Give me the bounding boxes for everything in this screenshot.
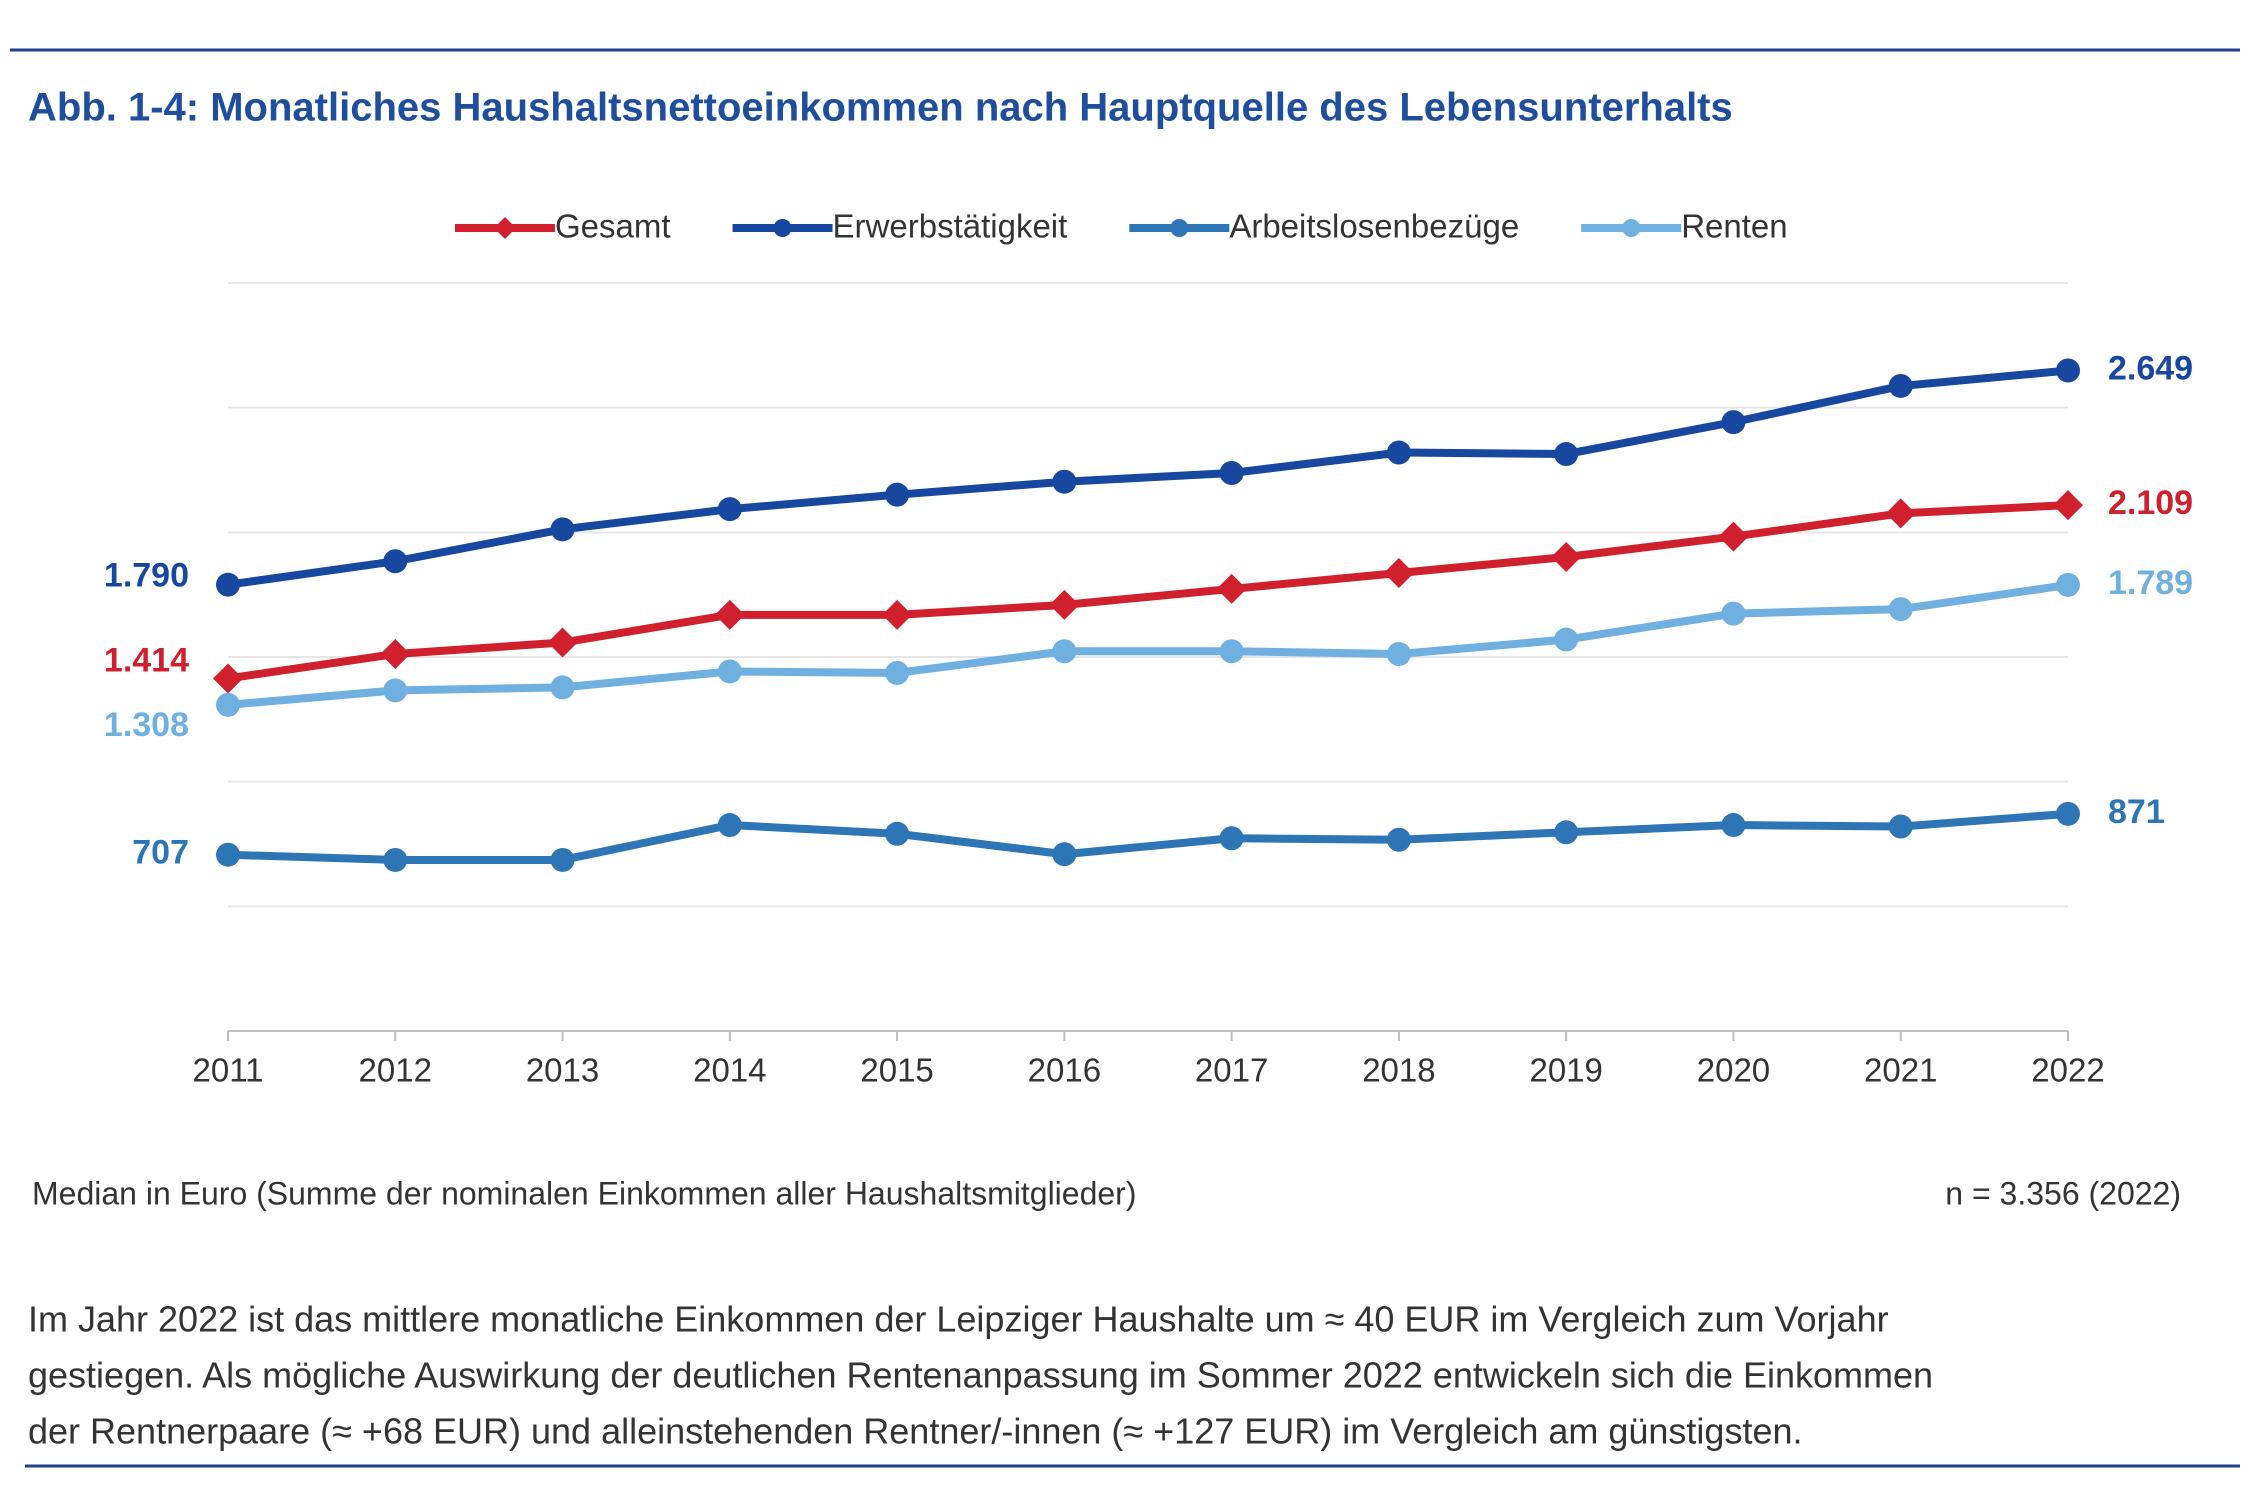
data-point (1049, 589, 1080, 620)
legend-item: Renten (1581, 208, 1788, 245)
data-label: 1.414 (104, 641, 189, 679)
x-tick-label: 2016 (1028, 1052, 1101, 1089)
data-point (1219, 460, 1244, 485)
legend-item: Gesamt (455, 208, 671, 245)
data-point (2056, 572, 2080, 597)
data-point (1888, 597, 1913, 622)
data-point (216, 692, 240, 717)
data-point (383, 549, 408, 574)
x-tick-label: 2020 (1697, 1052, 1770, 1089)
data-point (1554, 820, 1579, 845)
x-tick-label: 2014 (693, 1052, 766, 1089)
description-line: der Rentnerpaare (≈ +68 EUR) und alleins… (28, 1411, 1803, 1452)
data-point (1052, 469, 1077, 494)
x-tick-label: 2018 (1362, 1052, 1435, 1089)
data-point (1383, 557, 1414, 588)
x-tick-label: 2019 (1529, 1052, 1602, 1089)
data-point (717, 659, 742, 684)
x-tick-label: 2013 (526, 1052, 599, 1089)
data-point (550, 847, 575, 872)
data-label: 707 (132, 834, 189, 872)
data-label: 1.790 (104, 557, 189, 595)
legend-label: Gesamt (555, 208, 671, 245)
data-label: 1.789 (2108, 564, 2193, 602)
data-point (2056, 358, 2080, 383)
data-point (882, 599, 913, 630)
data-point (213, 663, 243, 694)
data-point (550, 675, 575, 700)
data-point (1386, 642, 1411, 667)
data-point (383, 678, 408, 703)
data-point (1386, 440, 1411, 465)
data-point (717, 813, 742, 838)
data-point (885, 660, 910, 685)
data-point (1888, 373, 1913, 398)
x-tick-label: 2017 (1195, 1052, 1268, 1089)
data-point (1554, 627, 1579, 652)
x-tick-label: 2012 (359, 1052, 432, 1089)
data-point (1219, 639, 1244, 664)
description-line: Im Jahr 2022 ist das mittlere monatliche… (28, 1299, 1889, 1340)
legend-marker (773, 219, 792, 237)
data-label: 871 (2108, 793, 2165, 831)
data-point (383, 847, 408, 872)
series-line (227, 809, 2069, 864)
data-point (1216, 573, 1247, 604)
data-label: 2.109 (2108, 484, 2193, 522)
data-point (216, 572, 240, 597)
data-point (1551, 542, 1582, 573)
legend-label: Renten (1681, 208, 1787, 245)
legend-item: Erwerbstätigkeit (732, 208, 1068, 245)
data-point (2053, 490, 2083, 521)
data-point (1885, 498, 1916, 529)
legend-marker (494, 217, 516, 239)
chart-title: Abb. 1-4: Monatliches Haushaltsnettoeink… (28, 86, 1733, 130)
data-point (714, 599, 745, 630)
data-point (1554, 442, 1579, 467)
data-point (1721, 410, 1746, 435)
data-point (885, 821, 910, 846)
legend-marker (1170, 219, 1189, 237)
data-point (1721, 601, 1746, 626)
data-point (547, 627, 578, 658)
legend-label: Arbeitslosenbezüge (1229, 208, 1519, 245)
series-line (227, 366, 2069, 589)
legend-label: Erwerbstätigkeit (833, 208, 1068, 245)
sample-size: n = 3.356 (2022) (1945, 1175, 2181, 1211)
note: Median in Euro (Summe der nominalen Eink… (32, 1175, 1136, 1211)
x-tick-label: 2021 (1864, 1052, 1937, 1089)
description-line: gestiegen. Als mögliche Auswirkung der d… (28, 1355, 1933, 1396)
data-point (717, 497, 742, 522)
data-point (380, 639, 411, 670)
legend-item: Arbeitslosenbezüge (1129, 208, 1519, 245)
data-point (550, 517, 575, 542)
data-point (1386, 827, 1411, 852)
series-line (227, 580, 2069, 709)
x-tick-label: 2015 (860, 1052, 933, 1089)
data-point (1052, 639, 1077, 664)
data-label: 2.649 (2108, 350, 2193, 388)
data-point (1219, 826, 1244, 851)
x-tick-label: 2022 (2031, 1052, 2104, 1089)
legend-marker (1622, 219, 1641, 237)
series-line (227, 501, 2069, 683)
data-point (1721, 813, 1746, 838)
data-label: 1.308 (104, 706, 189, 744)
data-point (2056, 801, 2080, 826)
data-point (216, 842, 240, 867)
data-point (1718, 521, 1749, 552)
x-tick-label: 2011 (193, 1052, 264, 1089)
data-point (1052, 842, 1077, 867)
data-point (1888, 814, 1913, 839)
data-point (885, 482, 910, 507)
